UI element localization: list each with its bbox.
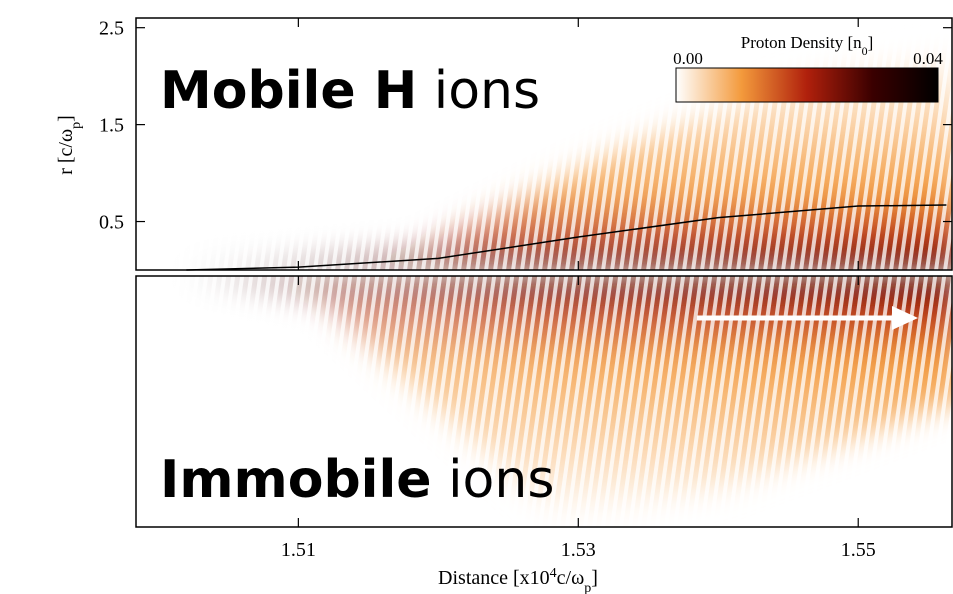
panel-label-bold: Mobile H [160, 61, 417, 121]
colorbar-tick-label: 0.00 [673, 49, 703, 68]
y-tick-label: 1.5 [99, 115, 124, 137]
density-field [136, 18, 952, 270]
panel-label-rest: ions [434, 61, 540, 121]
label-part: ] [868, 33, 874, 52]
label-part: c/ω [557, 567, 585, 589]
x-tick-label: 1.53 [561, 539, 596, 561]
direction-arrow [697, 306, 918, 330]
label-part: Proton Density [n [741, 33, 862, 52]
x-axis-label: Distance [x104c/ωp] [438, 566, 598, 594]
label-part: 4 [550, 566, 557, 581]
y-axis-label: r [c/ωp] [55, 115, 84, 175]
colorbar [675, 67, 939, 103]
label-part: 0 [862, 44, 868, 58]
panel-label-bold: Immobile [160, 450, 432, 510]
panel-frame [135, 275, 953, 528]
label-part: p [69, 122, 84, 129]
panel-label-rest: ions [448, 450, 554, 510]
y-tick-label: 2.5 [99, 18, 124, 40]
label-part: p [584, 581, 591, 594]
x-tick-label: 1.55 [841, 539, 876, 561]
label-part: Distance [x10 [438, 567, 550, 589]
profile-line [186, 204, 947, 271]
panel-label: Mobile H ions [160, 61, 540, 121]
panel-label: Immobile ions [160, 450, 554, 510]
label-part: ] [55, 115, 77, 122]
colorbar-tick-label: 0.04 [913, 49, 943, 68]
colorbar-label: Proton Density [n0] [741, 33, 874, 58]
y-tick-label: 0.5 [99, 212, 124, 234]
label-part: r [c/ω [55, 129, 77, 175]
x-tick-label: 1.51 [281, 539, 316, 561]
label-part: ] [591, 567, 598, 589]
panel-frame [135, 17, 953, 271]
